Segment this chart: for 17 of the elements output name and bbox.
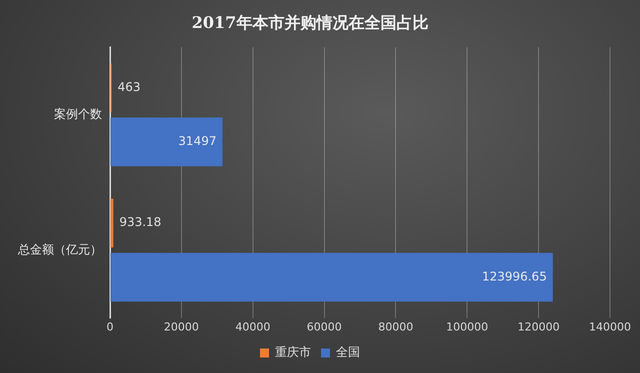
data-label: 31497 [178, 134, 216, 148]
data-label: 123996.65 [482, 269, 547, 284]
x-tick-label: 40000 [235, 320, 270, 334]
data-label: 463 [118, 80, 141, 94]
y-tick-label: 总金额（亿元） [17, 242, 102, 256]
x-tick-label: 0 [106, 320, 114, 334]
x-tick-label: 80000 [378, 320, 414, 334]
y-tick-label: 案例个数 [54, 106, 102, 121]
legend-label: 全国 [336, 345, 360, 360]
x-tick-label: 60000 [306, 320, 342, 334]
x-tick-label: 100000 [446, 320, 488, 334]
x-tick-label: 140000 [589, 320, 631, 334]
legend-label: 重庆市 [275, 345, 311, 360]
x-tick-label: 20000 [164, 320, 199, 334]
chart-title: 2017年本市并购情况在全国占比 [192, 12, 428, 32]
data-label: 933.18 [119, 215, 162, 230]
x-tick-label: 120000 [518, 320, 560, 334]
